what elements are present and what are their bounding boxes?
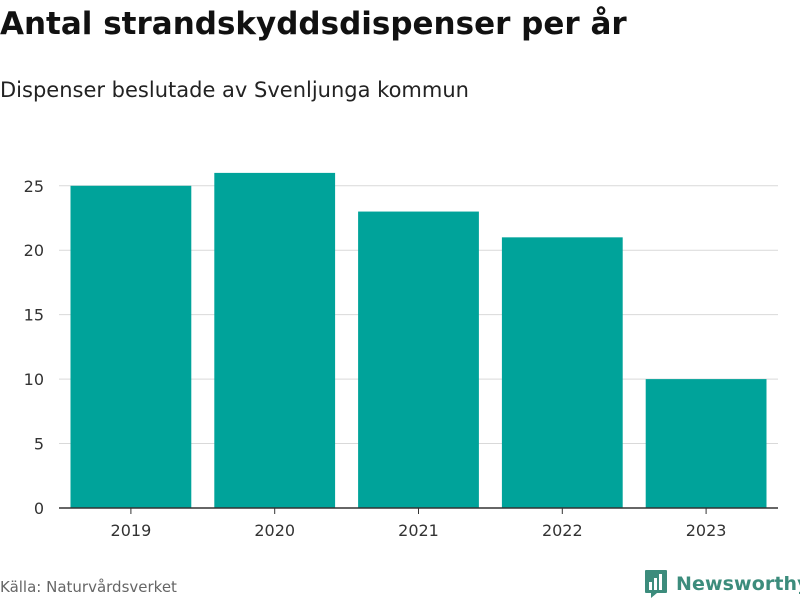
brand-name: Newsworthy xyxy=(676,573,800,595)
x-tick-label: 2021 xyxy=(398,521,439,540)
brand-logo: Newsworthy xyxy=(644,569,800,599)
bar xyxy=(214,172,336,508)
newsworthy-logo-icon xyxy=(645,570,667,598)
y-tick-label: 25 xyxy=(24,177,44,196)
bar xyxy=(645,379,767,508)
x-tick-label: 2020 xyxy=(254,521,295,540)
source-note: Källa: Naturvårdsverket xyxy=(0,578,177,596)
x-tick-label: 2023 xyxy=(686,521,727,540)
bar xyxy=(358,211,479,509)
y-tick-label: 0 xyxy=(34,499,44,518)
chart-title: Antal strandskyddsdispenser per år xyxy=(0,6,627,42)
y-tick-label: 20 xyxy=(24,241,44,260)
x-tick-label: 2022 xyxy=(542,521,583,540)
x-tick-label: 2019 xyxy=(111,521,152,540)
bar-chart: 0 5 10 15 20 25 2019 2020 2021 2022 2023 xyxy=(24,172,778,540)
bar xyxy=(70,185,192,508)
chart-subtitle: Dispenser beslutade av Svenljunga kommun xyxy=(0,78,469,102)
y-tick-label: 10 xyxy=(24,370,44,389)
bar xyxy=(501,237,623,509)
y-tick-label: 5 xyxy=(34,435,44,454)
y-tick-label: 15 xyxy=(24,306,44,325)
